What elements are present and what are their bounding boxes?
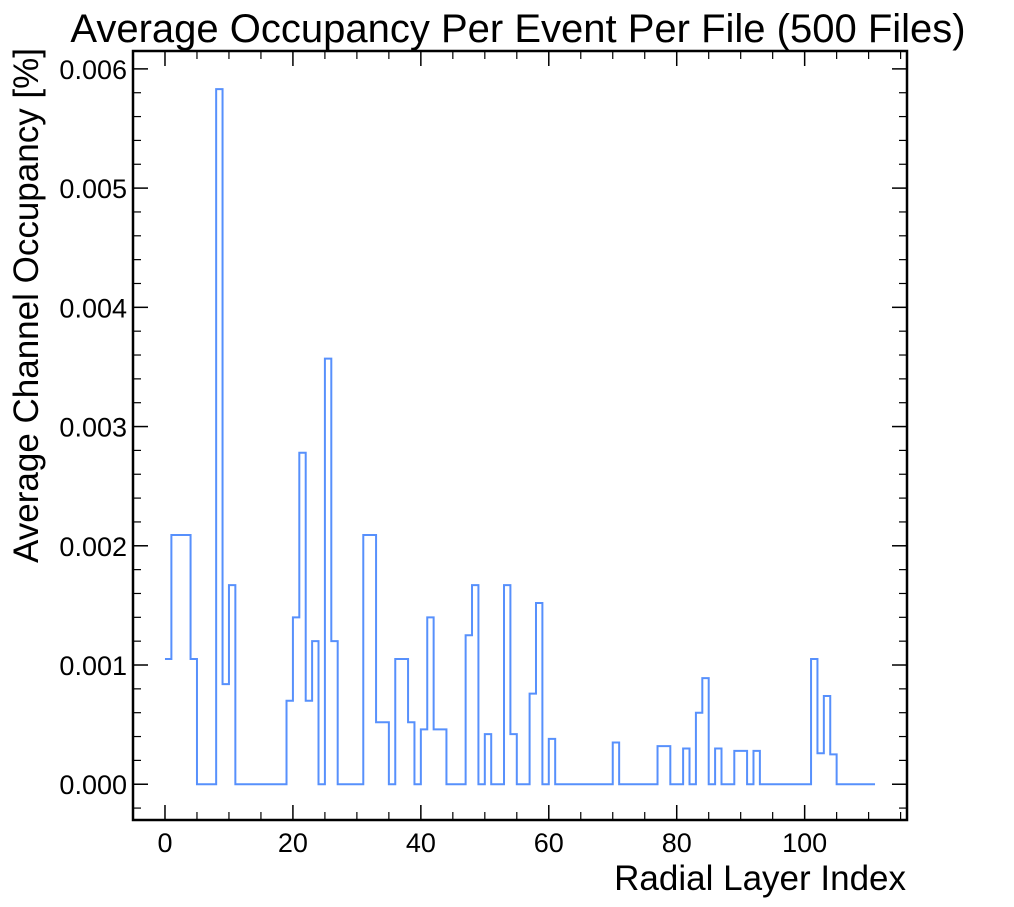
- x-axis-label: Radial Layer Index: [614, 859, 906, 898]
- series-step-line: [164, 88, 876, 786]
- y-tick-label: 0.004: [59, 293, 127, 323]
- x-tick-label: 80: [662, 828, 692, 858]
- series-layer: [164, 88, 876, 786]
- y-axis-label: Average Channel Occupancy [%]: [7, 48, 46, 563]
- x-tick-label: 60: [534, 828, 564, 858]
- y-tick-label: 0.001: [59, 651, 127, 681]
- x-tick-label: 20: [278, 828, 308, 858]
- plot-frame: [131, 49, 909, 822]
- y-tick-label: 0.005: [59, 174, 127, 204]
- y-tick-label: 0.003: [59, 413, 127, 443]
- y-tick-label: 0.002: [59, 532, 127, 562]
- axis-ticks: [132, 51, 907, 820]
- x-tick-label: 40: [406, 828, 436, 858]
- chart-title: Average Occupancy Per Event Per File (50…: [70, 7, 965, 51]
- x-tick-label: 100: [782, 828, 827, 858]
- tick-labels: 0 20 40 60 80 100 0.000 0.001 0.002 0.003 0.004 0.0…: [59, 55, 827, 858]
- y-tick-label: 0.000: [59, 770, 127, 800]
- x-tick-label: 0: [157, 828, 172, 858]
- y-tick-label: 0.006: [59, 55, 127, 85]
